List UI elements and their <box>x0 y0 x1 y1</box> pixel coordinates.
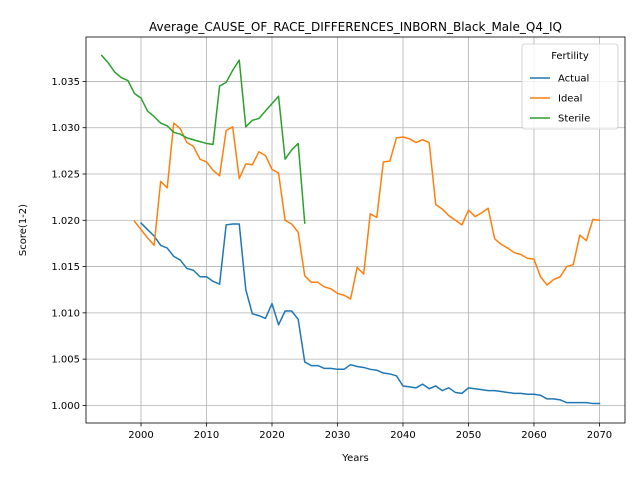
legend-label-sterile: Sterile <box>558 114 590 125</box>
x-axis-label: Years <box>341 453 368 464</box>
y-tick-label: 1.000 <box>51 401 80 412</box>
y-tick-label: 1.005 <box>51 355 80 366</box>
legend-label-ideal: Ideal <box>558 94 582 105</box>
y-tick-label: 1.025 <box>51 169 80 180</box>
x-tick-label: 2020 <box>259 430 284 441</box>
series-line-actual <box>139 221 601 405</box>
series-line-sterile <box>100 54 306 224</box>
x-tick-label: 2040 <box>390 430 415 441</box>
x-tick-label: 2060 <box>521 430 546 441</box>
chart-title: Average_CAUSE_OF_RACE_DIFFERENCES_INBORN… <box>149 20 562 34</box>
legend-entries: Actual Ideal Sterile <box>530 74 590 125</box>
y-tick-label: 1.020 <box>51 216 80 227</box>
x-tick-label: 2010 <box>194 430 219 441</box>
legend-label-actual: Actual <box>558 74 589 85</box>
legend-title: Fertility <box>551 51 589 62</box>
x-tick-label: 2050 <box>456 430 481 441</box>
x-ticks: 2000 2010 2020 2030 2040 2050 2060 2070 <box>128 423 612 441</box>
series-line-ideal <box>133 122 601 300</box>
y-tick-label: 1.035 <box>51 77 80 88</box>
y-tick-label: 1.030 <box>51 123 80 134</box>
x-tick-label: 2030 <box>325 430 350 441</box>
legend: Fertility Actual Ideal Sterile <box>521 43 619 130</box>
y-tick-label: 1.015 <box>51 262 80 273</box>
y-ticks: 1.000 1.005 1.010 1.015 1.020 1.025 1.030 1.035 <box>51 77 86 412</box>
x-tick-label: 2070 <box>587 430 612 441</box>
legend-box <box>521 43 619 130</box>
plot-frame <box>85 36 626 424</box>
y-axis-label: Score(1-2) <box>18 204 29 256</box>
y-tick-label: 1.010 <box>51 308 80 319</box>
series-layer <box>100 54 601 405</box>
x-tick-label: 2000 <box>128 430 153 441</box>
